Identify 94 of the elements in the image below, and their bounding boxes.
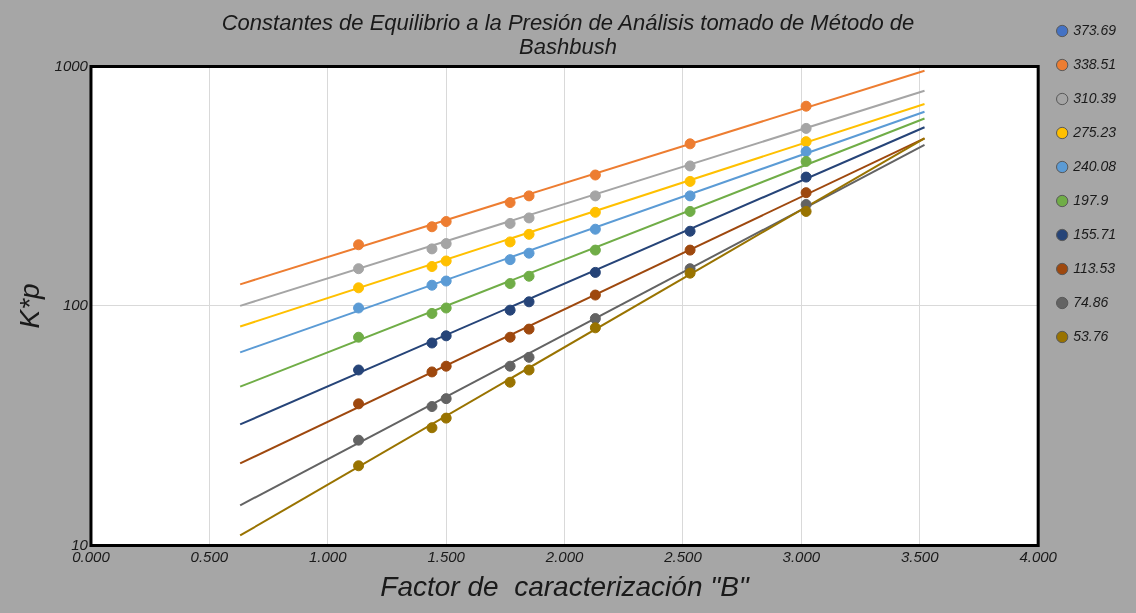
point — [589, 244, 601, 256]
legend-label: 113.53 — [1073, 259, 1116, 276]
point — [589, 169, 601, 181]
point — [426, 243, 438, 255]
point — [523, 247, 535, 259]
legend-label: 310.39 — [1073, 89, 1117, 106]
point — [684, 175, 696, 187]
point — [440, 412, 452, 424]
point — [684, 190, 696, 202]
y-tick-label: 10 — [71, 535, 89, 553]
point — [440, 360, 452, 372]
point — [589, 313, 601, 325]
point — [800, 136, 812, 148]
point — [589, 223, 601, 235]
x-tick-label: 4.000 — [1019, 547, 1058, 565]
point — [353, 282, 365, 294]
point — [684, 267, 696, 279]
point — [440, 330, 452, 342]
x-tick-label: 3.000 — [782, 547, 821, 565]
point — [684, 160, 696, 172]
point — [523, 364, 535, 376]
x-tick-label: 1.000 — [309, 547, 348, 565]
point — [800, 122, 812, 134]
point — [504, 197, 516, 209]
point — [504, 376, 516, 388]
point — [589, 206, 601, 218]
y-axis-title: K*p — [13, 283, 45, 329]
point — [440, 275, 452, 287]
point — [684, 225, 696, 237]
point — [523, 212, 535, 224]
point — [504, 331, 516, 343]
chart-title: Constantes de Equilibrio a la Presión de Análisis tomado de Método de Bashbush — [221, 10, 915, 60]
x-tick-label: 1.500 — [427, 547, 466, 565]
point — [589, 289, 601, 301]
point — [523, 228, 535, 240]
point — [353, 331, 365, 343]
point — [426, 307, 438, 319]
point — [800, 171, 812, 183]
x-tick-label: 2.000 — [544, 547, 584, 565]
x-axis-title: Factor de caracterización "B" — [380, 571, 750, 602]
point — [589, 322, 601, 334]
point — [426, 366, 438, 378]
point — [440, 216, 452, 228]
legend-label: 373.69 — [1073, 21, 1117, 38]
point — [426, 401, 438, 413]
point — [426, 337, 438, 349]
point — [353, 302, 365, 314]
point — [504, 304, 516, 316]
x-tick-label: 0.500 — [190, 547, 229, 565]
legend-label: 53.76 — [1073, 327, 1109, 344]
point — [504, 360, 516, 372]
point — [800, 205, 812, 217]
x-tick-label: 3.500 — [901, 547, 940, 565]
point — [353, 364, 365, 376]
point — [589, 266, 601, 278]
point — [426, 221, 438, 233]
point — [504, 217, 516, 229]
point — [523, 323, 535, 335]
point — [440, 393, 452, 405]
point — [504, 278, 516, 290]
y-tick-label: 1000 — [54, 56, 89, 74]
point — [800, 187, 812, 199]
legend-label: 197.9 — [1073, 191, 1109, 208]
point — [523, 296, 535, 308]
point — [523, 190, 535, 202]
legend-label: 240.08 — [1072, 157, 1117, 174]
point — [353, 398, 365, 410]
point — [523, 270, 535, 282]
legend-label: 74.86 — [1073, 293, 1109, 310]
legend-label: 338.51 — [1073, 55, 1117, 72]
point — [800, 155, 812, 167]
point — [440, 302, 452, 314]
point — [800, 100, 812, 112]
point — [426, 279, 438, 291]
legend-label: 275.23 — [1072, 123, 1117, 140]
point — [440, 255, 452, 267]
point — [504, 236, 516, 248]
point — [800, 146, 812, 158]
point — [684, 205, 696, 217]
y-tick-label: 100 — [62, 296, 89, 314]
point — [426, 261, 438, 273]
point — [523, 351, 535, 363]
point — [684, 138, 696, 150]
point — [353, 239, 365, 251]
point — [353, 263, 365, 275]
point — [504, 254, 516, 266]
legend-label: 155.71 — [1073, 225, 1117, 242]
point — [440, 238, 452, 250]
point — [589, 190, 601, 202]
point — [426, 422, 438, 434]
point — [684, 244, 696, 256]
x-tick-label: 2.500 — [663, 547, 703, 565]
point — [353, 460, 365, 472]
point — [353, 434, 365, 446]
